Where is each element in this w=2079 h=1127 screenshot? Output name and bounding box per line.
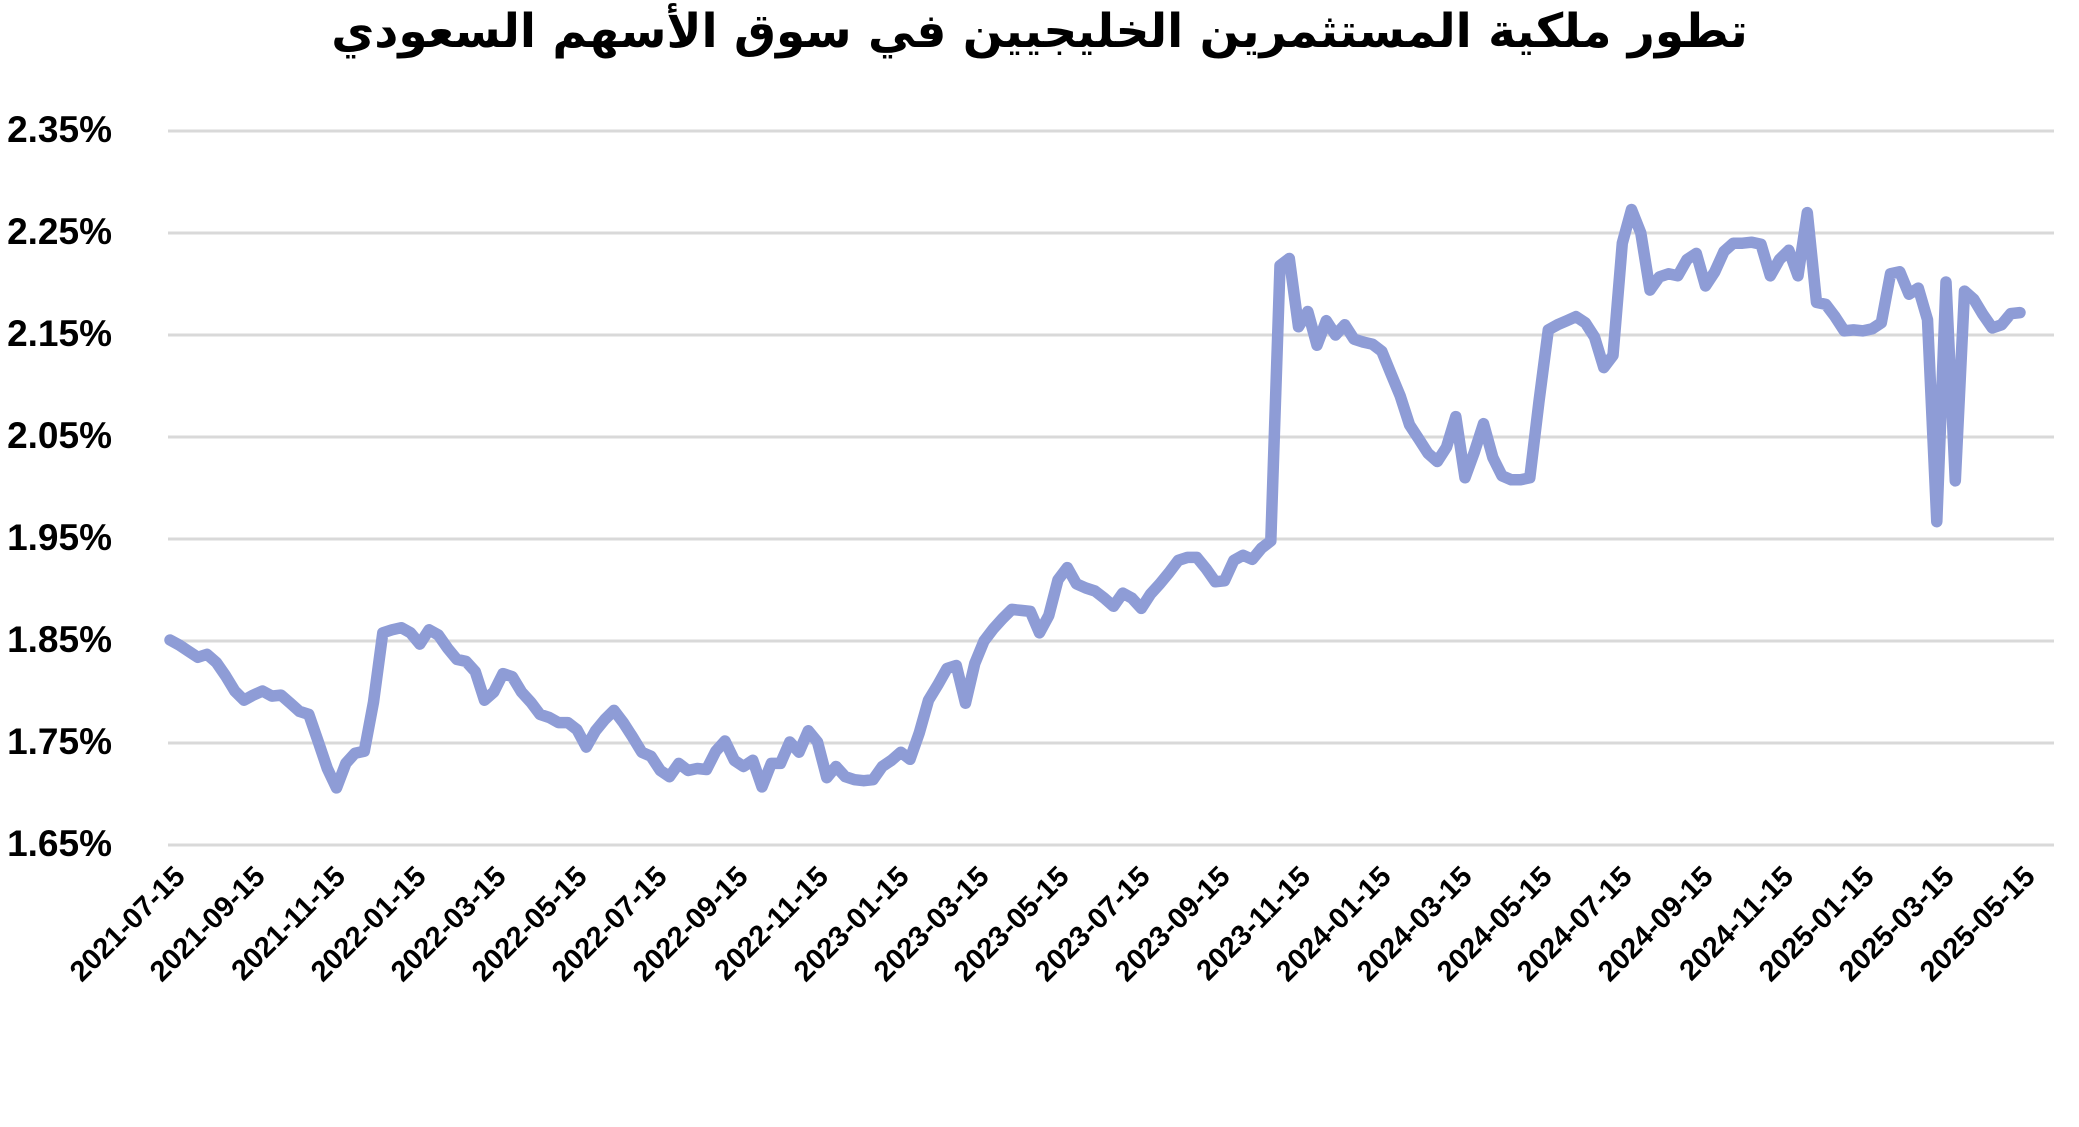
y-tick-label: 2.15% [7,312,112,354]
gridlines [168,129,2054,847]
y-tick-label: 1.75% [7,720,112,762]
y-tick-label: 2.25% [7,210,112,252]
y-tick-label: 2.05% [7,414,112,456]
chart-title: تطور ملكية المستثمرين الخليجيين في سوق ا… [331,4,1748,59]
y-tick-label: 1.65% [7,822,112,864]
y-tick-label: 1.85% [7,618,112,660]
y-tick-label: 2.35% [7,108,112,150]
series-line [164,203,2026,794]
y-tick-label: 1.95% [7,516,112,558]
